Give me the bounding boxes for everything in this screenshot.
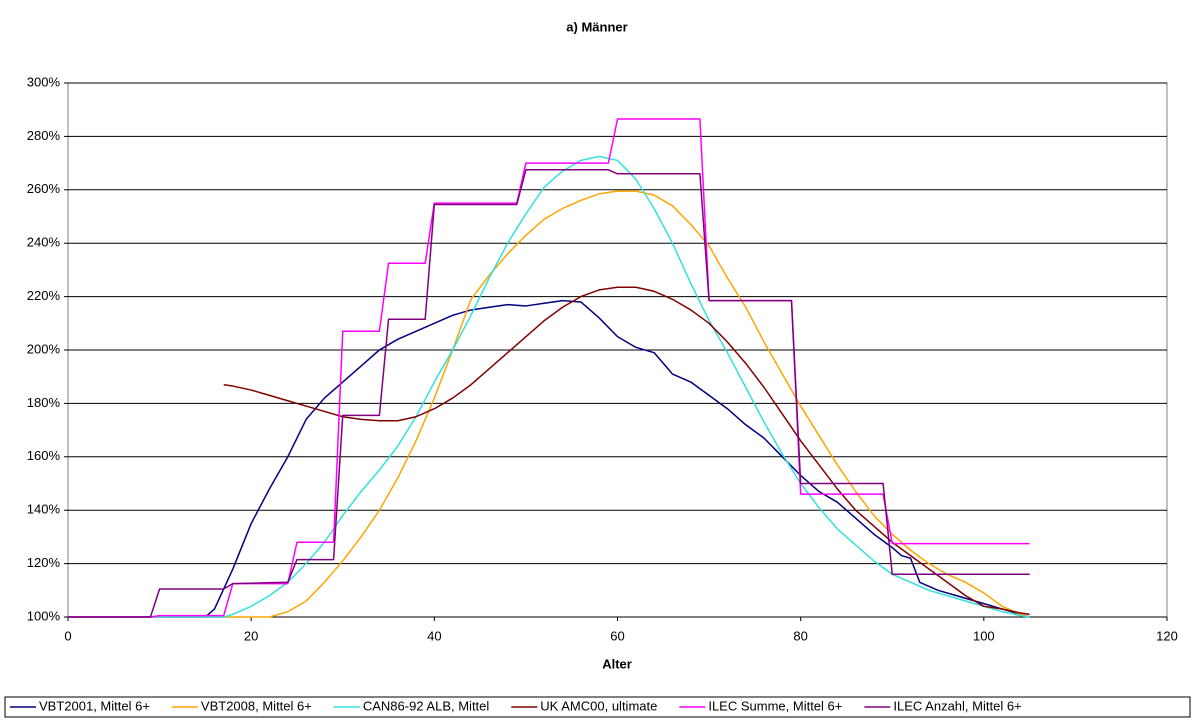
x-tick-label: 80	[793, 628, 807, 643]
series-line	[68, 155, 1030, 618]
y-tick-label: 200%	[27, 341, 61, 356]
legend-label: VBT2008, Mittel 6+	[201, 698, 312, 713]
series-line	[223, 286, 1030, 616]
x-axis-label: Alter	[602, 656, 632, 671]
legend-label: ILEC Anzahl, Mittel 6+	[893, 698, 1021, 713]
y-tick-label: 160%	[27, 448, 61, 463]
series-line	[68, 169, 1030, 618]
y-tick-label: 100%	[27, 608, 61, 623]
x-tick-label: 60	[610, 628, 624, 643]
legend-box	[4, 696, 1191, 718]
chart-title: a) Männer	[566, 19, 627, 34]
y-tick-label: 260%	[27, 181, 61, 196]
x-tick-label: 0	[64, 628, 71, 643]
legend-label: ILEC Summe, Mittel 6+	[708, 698, 842, 713]
y-tick-label: 180%	[27, 395, 61, 410]
legend-label: UK AMC00, ultimate	[540, 698, 657, 713]
legend-label: VBT2001, Mittel 6+	[39, 698, 150, 713]
y-tick-label: 280%	[27, 128, 61, 143]
y-tick-label: 120%	[27, 555, 61, 570]
series-line	[68, 299, 1030, 618]
x-tick-label: 120	[1156, 628, 1178, 643]
x-tick-label: 20	[244, 628, 258, 643]
legend-label: CAN86-92 ALB, Mittel	[363, 698, 490, 713]
y-tick-label: 140%	[27, 502, 61, 517]
y-tick-label: 240%	[27, 235, 61, 250]
y-tick-label: 220%	[27, 288, 61, 303]
y-tick-label: 300%	[27, 74, 61, 89]
x-tick-label: 40	[427, 628, 441, 643]
x-tick-label: 100	[973, 628, 995, 643]
